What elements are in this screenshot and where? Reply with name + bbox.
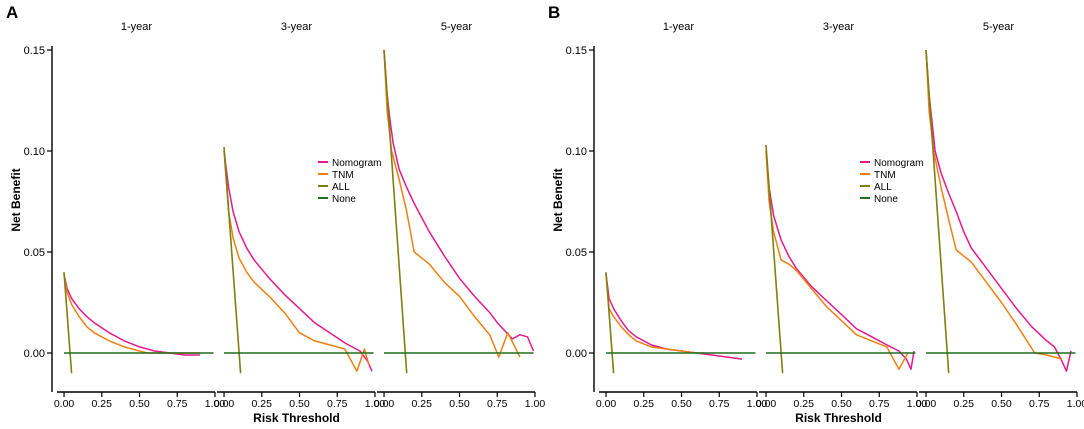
x-tick-label: 1.00: [907, 398, 928, 410]
x-tick-label: 0.50: [991, 398, 1012, 410]
x-tick-label: 0.75: [869, 398, 890, 410]
series-tnm: [605, 274, 705, 354]
legend-label-none: None: [332, 194, 356, 205]
x-tick-label: 1.00: [1067, 398, 1084, 410]
x-tick-label: 0.00: [916, 398, 937, 410]
y-tick-label: 0.05: [24, 247, 45, 259]
x-tick-label: 0.75: [167, 398, 188, 410]
y-axis: 0.00 0.05 0.10 0.15 Net Benefit: [551, 45, 595, 392]
series-tnm: [765, 150, 909, 370]
x-tick-label: 0.25: [634, 398, 655, 410]
y-axis-label: Net Benefit: [9, 168, 23, 231]
x-tick-label: 1.00: [365, 398, 386, 410]
x-tick-label: 0.50: [129, 398, 150, 410]
subplot-3-year: 3-year 0.00 0.25 0.50 0.75 1.00: [214, 21, 386, 410]
x-tick-label: 0.25: [412, 398, 433, 410]
y-tick-label: 0.15: [24, 45, 45, 57]
x-tick-label: 0.25: [954, 398, 975, 410]
series-nomogram: [223, 150, 373, 372]
subplot-5-year: 5-year 0.00 0.25 0.50 0.75 1.00: [916, 21, 1084, 410]
series-nomogram: [925, 49, 1072, 372]
series-all: [383, 49, 408, 374]
x-tick-label: 1.00: [747, 398, 768, 410]
x-tick-label: 0.25: [92, 398, 113, 410]
legend-label-none: None: [874, 194, 898, 205]
panel-label: B: [548, 3, 560, 22]
x-tick-label: 0.25: [252, 398, 273, 410]
x-tick-label: 0.00: [214, 398, 235, 410]
y-tick-label: 0.15: [566, 45, 587, 57]
legend-label-all: ALL: [874, 182, 892, 193]
y-tick-label: 0.10: [566, 146, 587, 158]
y-tick-label: 0.05: [566, 247, 587, 259]
subplot-title: 1-year: [663, 21, 695, 33]
subplot-title: 3-year: [823, 21, 855, 33]
subplot-title: 1-year: [121, 21, 153, 33]
x-tick-label: 0.00: [54, 398, 75, 410]
series-tnm: [925, 49, 1063, 360]
x-tick-label: 0.00: [596, 398, 617, 410]
series-all: [925, 49, 950, 374]
x-tick-label: 0.50: [449, 398, 470, 410]
x-tick-label: 0.50: [671, 398, 692, 410]
series-all: [223, 146, 242, 374]
legend-label-tnm: TNM: [332, 170, 354, 181]
x-tick-label: 0.00: [374, 398, 395, 410]
series-nomogram: [605, 274, 743, 360]
subplot-1-year: 1-year 0.00 0.25 0.50 0.75 1.00: [54, 21, 226, 410]
x-axis-label: Risk Threshold: [795, 411, 882, 425]
series-all: [765, 144, 784, 374]
series-tnm: [383, 49, 521, 358]
x-tick-label: 0.50: [289, 398, 310, 410]
series-nomogram: [765, 150, 915, 370]
series-nomogram: [63, 274, 200, 356]
y-tick-label: 0.00: [24, 348, 45, 360]
subplot-title: 5-year: [441, 21, 473, 33]
legend-label-tnm: TNM: [874, 170, 896, 181]
legend-label-nomogram: Nomogram: [874, 158, 923, 169]
series-tnm: [223, 150, 370, 372]
legend-label-nomogram: Nomogram: [332, 158, 381, 169]
series-nomogram: [383, 49, 535, 352]
subplot-3-year: 3-year 0.00 0.25 0.50 0.75 1.00: [756, 21, 928, 410]
series-all: [605, 272, 615, 374]
legend-label-all: ALL: [332, 182, 350, 193]
x-tick-label: 0.75: [327, 398, 348, 410]
subplot-title: 5-year: [983, 21, 1015, 33]
x-tick-label: 0.75: [487, 398, 508, 410]
x-tick-label: 1.00: [525, 398, 546, 410]
x-tick-label: 0.75: [1029, 398, 1050, 410]
x-tick-label: 0.50: [831, 398, 852, 410]
subplot-5-year: 5-year 0.00 0.25 0.50 0.75 1.00: [374, 21, 546, 410]
x-tick-label: 0.25: [794, 398, 815, 410]
panel-label: A: [6, 3, 18, 22]
x-tick-label: 0.00: [756, 398, 777, 410]
x-axis-label: Risk Threshold: [253, 411, 340, 425]
series-all: [63, 272, 73, 374]
y-tick-label: 0.10: [24, 146, 45, 158]
subplot-title: 3-year: [281, 21, 313, 33]
subplot-1-year: 1-year 0.00 0.25 0.50 0.75 1.00: [596, 21, 768, 410]
y-axis-label: Net Benefit: [551, 168, 565, 231]
y-tick-label: 0.00: [566, 348, 587, 360]
x-tick-label: 1.00: [205, 398, 226, 410]
y-axis: 0.00 0.05 0.10 0.15 Net Benefit: [9, 45, 53, 392]
x-tick-label: 0.75: [709, 398, 730, 410]
